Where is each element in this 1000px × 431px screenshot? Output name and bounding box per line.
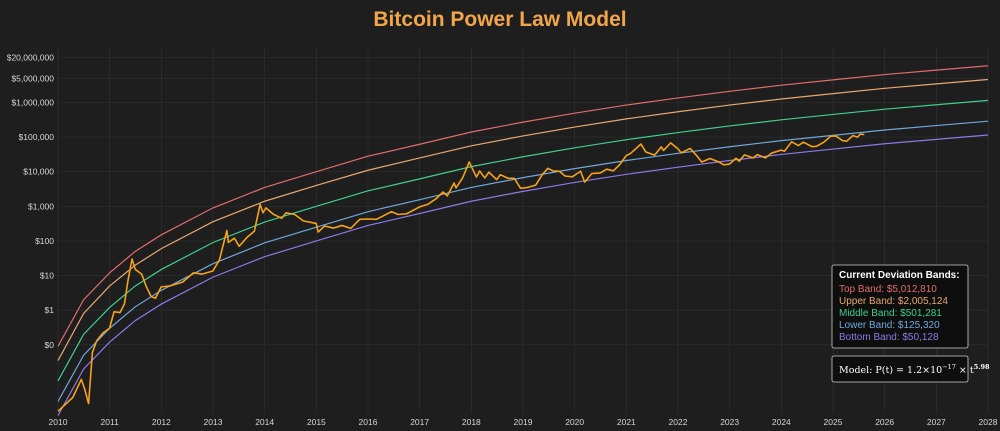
top-band-line — [57, 65, 989, 347]
upper-band-line — [57, 78, 989, 361]
x-tick-label: 2015 — [307, 417, 326, 427]
x-tick-label: 2014 — [255, 417, 274, 427]
y-tick-label: $1 — [45, 305, 55, 315]
chart-title: Bitcoin Power Law Model — [373, 8, 626, 31]
x-tick-label: 2011 — [101, 417, 120, 427]
model-formula-exponent: −17 — [942, 363, 956, 371]
lower-band-value: Lower Band: $125,320 — [839, 320, 940, 331]
bottom-band-value: Bottom Band: $50,128 — [839, 332, 939, 343]
price-line — [57, 133, 865, 412]
x-tick-label: 2026 — [875, 417, 894, 427]
x-tick-label: 2023 — [720, 417, 739, 427]
y-tick-label: $5,000,000 — [11, 73, 54, 83]
x-tick-label: 2024 — [772, 417, 791, 427]
grid — [57, 47, 989, 414]
y-tick-label: $100,000 — [19, 132, 55, 142]
axes: 2010 2011 2012 2013 2014 2015 2016 2017 2018 2019… — [7, 52, 998, 427]
top-band-value: Top Band: $5,012,810 — [839, 284, 937, 295]
bottom-band-line — [57, 134, 989, 416]
model-formula-box-frame — [831, 355, 969, 383]
middle-band-value: Middle Band: $501,281 — [839, 308, 942, 319]
model-formula-box: Model: P(t) = 1.2×10−17 × t5.98 — [831, 355, 990, 383]
model-formula-power: 5.98 — [974, 363, 990, 371]
model-formula: Model: P(t) = 1.2×10−17 × t5.98 — [839, 363, 990, 376]
x-tick-label: 2017 — [410, 417, 429, 427]
x-tick-label: 2028 — [979, 417, 998, 427]
x-tick-label: 2013 — [204, 417, 223, 427]
x-tick-label: 2012 — [152, 417, 171, 427]
upper-band-value: Upper Band: $2,005,124 — [839, 296, 948, 307]
x-tick-label: 2019 — [514, 417, 533, 427]
y-tick-label: $100 — [35, 236, 54, 246]
x-tick-label: 2010 — [49, 417, 68, 427]
lower-band-line — [57, 120, 989, 402]
y-tick-label: $1,000 — [28, 201, 54, 211]
deviation-bands-box-frame — [831, 264, 969, 349]
x-tick-label: 2022 — [669, 417, 688, 427]
model-formula-prefix: Model: P(t) = 1.2×10 — [839, 365, 942, 376]
y-tick-label: $1,000,000 — [11, 97, 54, 107]
deviation-bands — [57, 65, 989, 416]
y-tick-label: $10,000 — [23, 167, 54, 177]
x-tick-label: 2018 — [462, 417, 481, 427]
x-tick-label: 2025 — [824, 417, 843, 427]
x-tick-label: 2020 — [565, 417, 584, 427]
deviation-bands-box: Current Deviation Bands: Top Band: $5,01… — [831, 264, 969, 349]
x-tick-label: 2016 — [359, 417, 378, 427]
x-tick-label: 2021 — [617, 417, 636, 427]
y-tick-label: $10 — [40, 271, 54, 281]
model-formula-middle: × t — [956, 365, 974, 376]
deviation-bands-box-title: Current Deviation Bands: — [839, 270, 960, 281]
x-tick-label: 2027 — [927, 417, 946, 427]
price-series — [57, 133, 865, 412]
y-tick-label: $0 — [45, 340, 55, 350]
y-tick-label: $20,000,000 — [7, 52, 55, 62]
